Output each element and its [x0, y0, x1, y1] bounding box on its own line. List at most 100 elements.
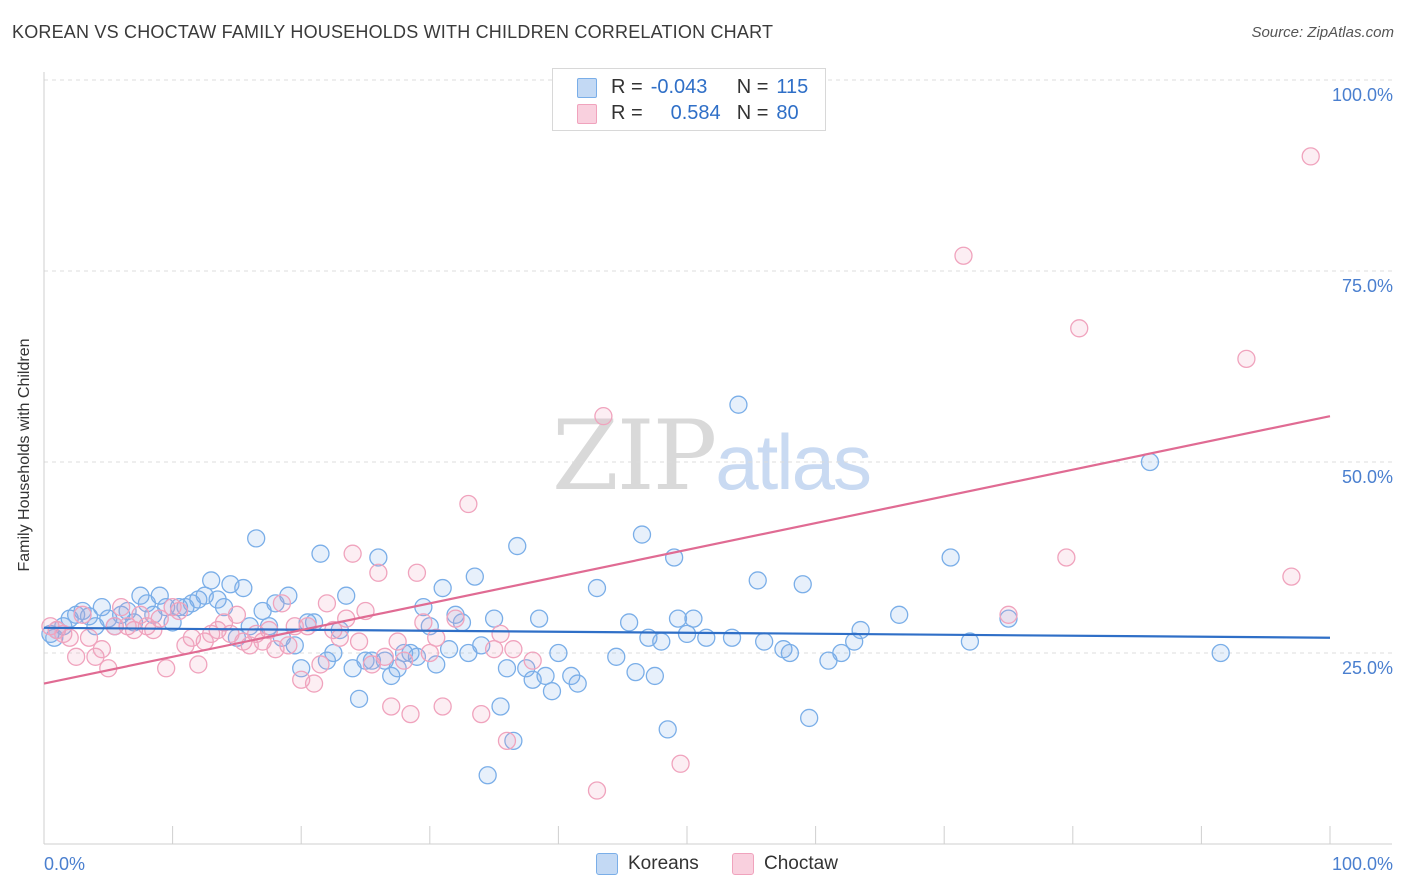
choctaw-point [671, 754, 690, 773]
choctaw-point [343, 544, 362, 563]
korean-point [79, 607, 99, 626]
korean-point [677, 624, 697, 644]
korean-point [632, 525, 652, 544]
choctaw-point [1057, 548, 1076, 567]
korean-point [202, 571, 221, 590]
choctaw-point [60, 628, 79, 647]
choctaw-point [375, 647, 394, 666]
korean-point [491, 697, 510, 716]
choctaw-point [304, 674, 324, 693]
x-tick-label-left: 0.0% [44, 854, 85, 874]
choctaw-point [388, 632, 407, 651]
korean-point [427, 655, 446, 674]
choctaw-point [1070, 319, 1089, 338]
y-tick-label: 75.0% [1342, 276, 1393, 296]
chart-source: Source: ZipAtlas.com [1251, 24, 1394, 41]
choctaw-point [1301, 147, 1320, 166]
choctaw-point [131, 605, 150, 624]
choctaw-point [523, 651, 542, 670]
legend-r-label: R = [611, 101, 643, 124]
korean-point [285, 636, 304, 655]
korean-point [626, 662, 645, 682]
korean-point [793, 575, 812, 594]
korean-point [508, 536, 527, 556]
korean-point [722, 628, 742, 647]
choctaw-point [169, 601, 189, 621]
legend-n-label: N = [736, 75, 769, 98]
korean-point [529, 609, 549, 628]
choctaw-point [484, 640, 504, 659]
grid-lines [44, 79, 1392, 654]
korean-points [41, 395, 1230, 785]
choctaw-point [1237, 349, 1256, 369]
korean-point [1211, 643, 1230, 663]
choctaw-point [311, 655, 330, 674]
korean-point [369, 548, 388, 567]
choctaw-point [420, 643, 439, 663]
choctaw-point [414, 613, 433, 632]
bottom-legend-swatch-choctaw [732, 853, 754, 875]
choctaw-point [279, 636, 298, 655]
bottom-legend-swatch-korean [596, 853, 618, 875]
korean-point [684, 609, 703, 628]
korean-point [478, 766, 497, 785]
korean-point [748, 571, 767, 590]
korean-point [465, 567, 484, 586]
choctaw-point [189, 655, 208, 674]
korean-point [800, 708, 819, 728]
korean-point [504, 731, 523, 751]
korean-point [414, 598, 433, 617]
bottom-legend-label-choctaw: Choctaw [764, 853, 838, 874]
korean-point [92, 598, 112, 617]
choctaw-point [954, 246, 973, 265]
choctaw-point [330, 628, 349, 647]
korean-trend-line [43, 626, 1331, 639]
choctaw-point [67, 647, 86, 666]
korean-point [645, 666, 664, 686]
choctaw-point [504, 640, 523, 659]
korean-point [433, 578, 452, 598]
legend-r-value-korean: -0.043 [650, 75, 708, 98]
korean-point [729, 395, 748, 414]
legend-n-value-choctaw: 80 [776, 101, 799, 124]
choctaw-point [369, 563, 388, 582]
choctaw-point [472, 704, 491, 724]
choctaw-point [433, 697, 452, 716]
bottom-legend-choctaw: Choctaw [732, 852, 838, 876]
choctaw-point [1282, 567, 1301, 586]
choctaw-point [999, 605, 1018, 624]
korean-point [234, 578, 253, 598]
legend-n-label: N = [736, 101, 769, 124]
legend-swatch-choctaw [577, 104, 597, 124]
korean-point [484, 609, 504, 628]
tick-labels: 100.0% 75.0% 50.0% 25.0% 0.0% 100.0% [44, 85, 1393, 874]
legend-row-korean: R = -0.043 N = 115 [577, 75, 809, 99]
choctaw-point [105, 617, 124, 636]
choctaw-trend-line [43, 415, 1331, 685]
legend-row-choctaw: R = 0.584 N = 80 [577, 101, 799, 125]
korean-point [607, 647, 626, 666]
choctaw-point [157, 659, 176, 678]
korean-point [439, 640, 459, 659]
choctaw-point [144, 620, 163, 640]
korean-point [497, 659, 517, 678]
choctaw-point [587, 781, 607, 800]
korean-point [542, 682, 562, 701]
korean-point [536, 666, 555, 686]
choctaw-point [382, 697, 401, 716]
legend-r-label: R = [611, 75, 643, 98]
choctaw-point [73, 605, 92, 624]
choctaw-point [446, 609, 465, 628]
choctaw-point [401, 704, 420, 724]
korean-point [832, 643, 851, 663]
choctaw-point [298, 617, 317, 636]
korean-point [960, 632, 980, 651]
choctaw-point [227, 605, 247, 624]
korean-point [890, 605, 909, 624]
y-tick-label: 50.0% [1342, 467, 1393, 487]
korean-point [549, 643, 568, 663]
legend-n-value-korean: 115 [776, 75, 809, 98]
choctaw-point [112, 598, 131, 617]
bottom-legend-korean: Koreans [596, 852, 699, 876]
